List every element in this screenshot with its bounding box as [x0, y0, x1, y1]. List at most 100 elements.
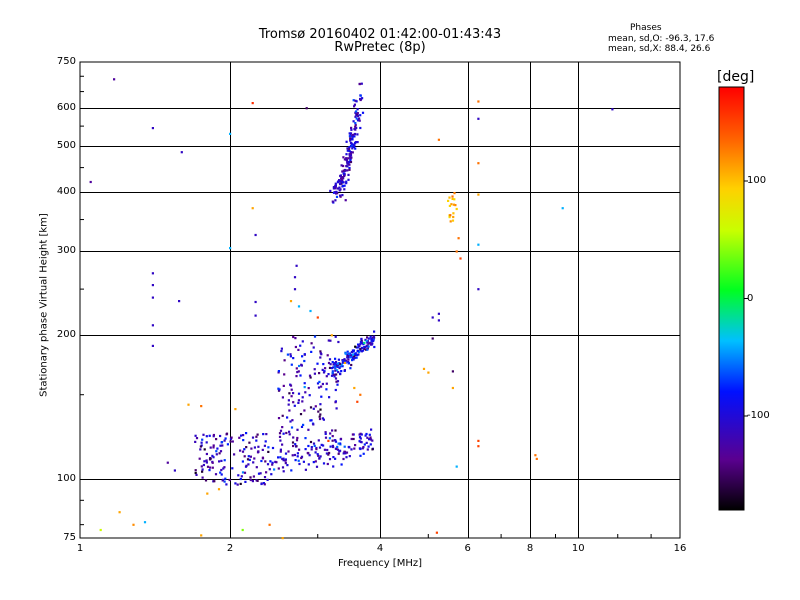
data-point — [322, 444, 325, 447]
data-point — [361, 111, 365, 114]
data-point — [455, 207, 458, 211]
data-point — [294, 459, 297, 462]
data-point — [307, 444, 310, 448]
data-point — [325, 375, 328, 378]
data-point — [248, 458, 251, 461]
colorbar — [719, 87, 744, 510]
data-point — [277, 370, 280, 373]
data-point — [329, 432, 332, 435]
data-point — [372, 335, 375, 338]
data-point — [237, 474, 240, 477]
data-point — [290, 388, 293, 391]
data-point — [279, 439, 282, 442]
data-point — [295, 264, 298, 267]
data-point — [332, 366, 335, 369]
data-point — [99, 528, 102, 532]
data-point — [322, 418, 325, 421]
data-point — [455, 250, 458, 253]
data-point — [354, 111, 357, 114]
data-point — [355, 346, 358, 349]
data-point — [289, 300, 293, 303]
data-point — [328, 366, 332, 369]
data-point — [277, 371, 280, 374]
data-point — [338, 366, 341, 370]
data-point — [279, 448, 282, 451]
data-point — [239, 482, 242, 485]
data-point — [343, 158, 346, 161]
data-point — [268, 468, 271, 471]
data-point — [351, 151, 354, 154]
data-point — [295, 439, 299, 442]
data-point — [372, 338, 375, 341]
data-point — [354, 123, 357, 127]
data-point — [199, 445, 202, 448]
data-point — [200, 534, 203, 537]
data-point — [312, 346, 315, 349]
data-point — [264, 440, 267, 443]
data-point — [234, 408, 237, 411]
data-point — [351, 135, 354, 138]
data-point — [327, 361, 331, 365]
data-point — [343, 450, 347, 453]
data-point — [352, 358, 355, 361]
data-point — [334, 400, 337, 403]
data-point — [118, 511, 121, 514]
data-point — [345, 140, 348, 143]
data-point — [308, 394, 311, 397]
data-point — [367, 445, 370, 448]
data-point — [534, 454, 537, 457]
data-point — [353, 356, 356, 360]
colorbar-unit-label: [deg] — [717, 69, 755, 85]
data-point — [353, 447, 356, 450]
data-point — [296, 436, 299, 440]
data-point — [261, 448, 264, 451]
data-point — [309, 406, 313, 409]
data-point — [348, 146, 351, 149]
data-point — [351, 359, 354, 362]
data-point — [355, 356, 358, 359]
data-point — [204, 479, 208, 482]
data-point — [350, 156, 353, 159]
data-point — [327, 373, 330, 376]
data-point — [303, 386, 306, 389]
data-point — [343, 361, 346, 364]
data-point — [241, 450, 245, 453]
y-tick-label: 200 — [56, 329, 76, 341]
data-point — [354, 147, 357, 150]
data-point — [477, 445, 480, 448]
data-point — [448, 216, 451, 219]
data-point — [422, 367, 426, 370]
data-point — [247, 455, 250, 458]
data-point — [280, 347, 283, 350]
data-point — [194, 471, 197, 475]
data-point — [296, 371, 299, 374]
data-point — [319, 408, 322, 411]
data-point — [359, 349, 362, 352]
data-point — [132, 523, 135, 526]
data-point — [459, 257, 462, 260]
data-point — [231, 467, 234, 470]
data-point — [200, 405, 203, 408]
data-point — [321, 417, 324, 420]
data-point — [448, 196, 451, 199]
data-point — [233, 453, 236, 456]
data-point — [291, 441, 295, 444]
data-point — [451, 386, 454, 390]
axis-ticks — [80, 75, 652, 538]
data-point — [263, 483, 266, 486]
data-point — [341, 170, 344, 173]
colorbar-tick-label: 0 — [747, 292, 754, 304]
data-point — [263, 444, 266, 447]
data-point — [143, 521, 147, 524]
data-point — [343, 174, 346, 178]
data-point — [239, 477, 242, 481]
data-point — [206, 465, 210, 468]
data-point — [219, 450, 223, 453]
data-point — [297, 305, 301, 308]
data-point — [337, 358, 340, 361]
data-point — [373, 345, 376, 349]
chart-title-line2: RwPretec (8p) — [334, 40, 426, 55]
data-point — [166, 461, 169, 464]
data-point — [452, 203, 455, 206]
data-point — [261, 456, 264, 459]
